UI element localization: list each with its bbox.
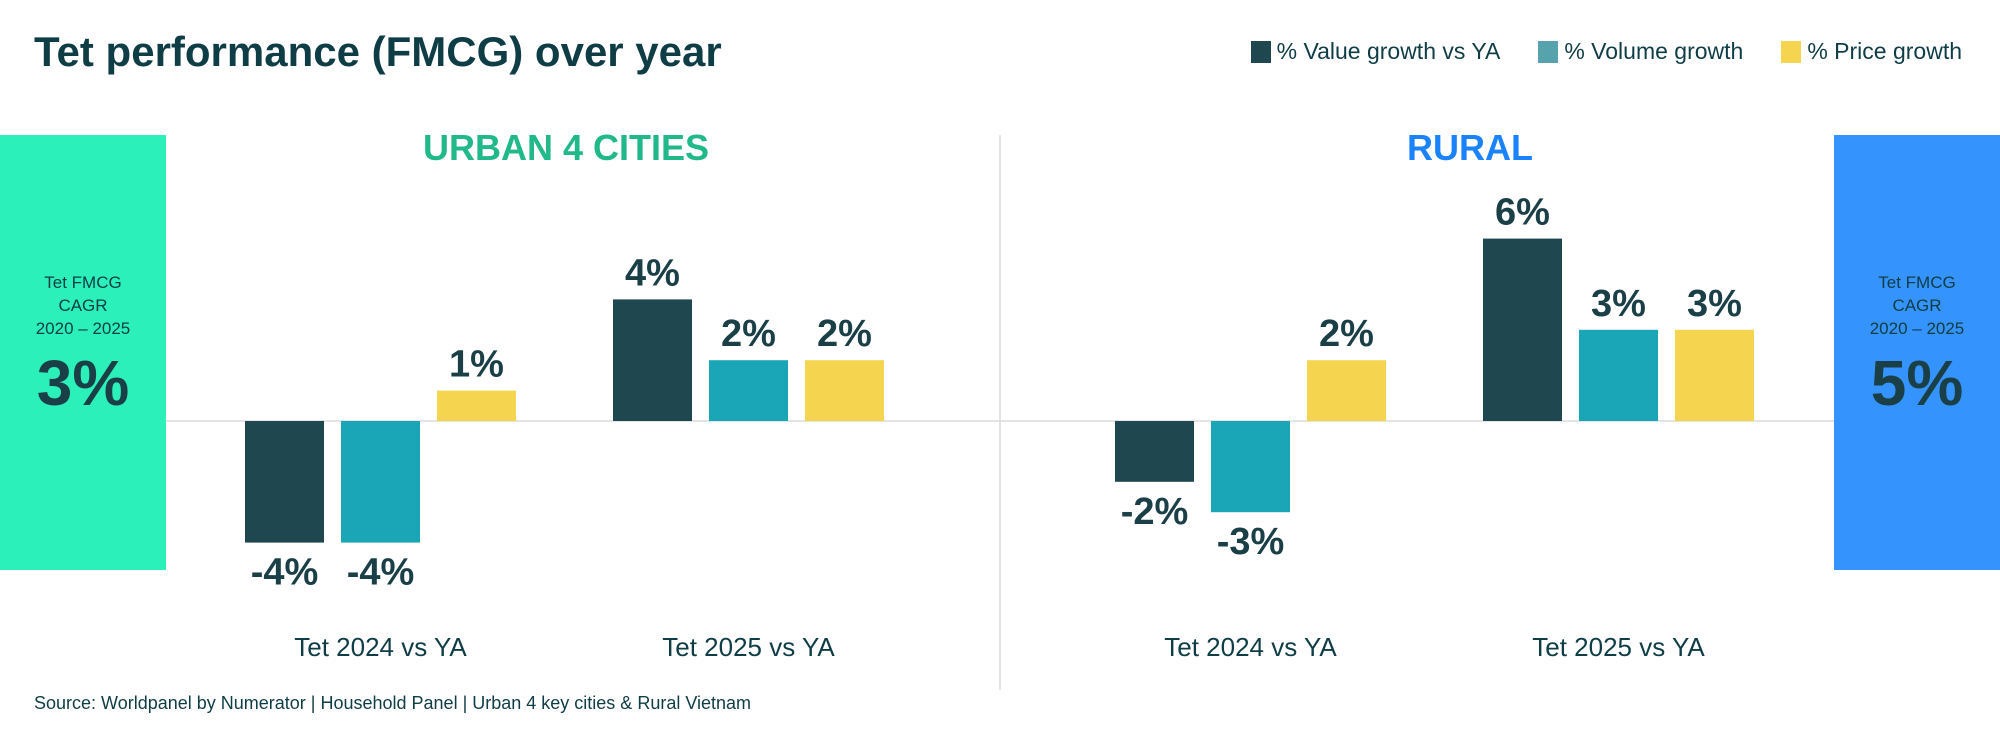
legend-label: % Value growth vs YA <box>1276 38 1501 64</box>
cagr-value: 5% <box>1871 347 1964 419</box>
data-label: 2% <box>721 313 776 355</box>
bar <box>1307 360 1386 421</box>
data-label: -3% <box>1217 521 1285 563</box>
page-title: Tet performance (FMCG) over year <box>34 28 722 75</box>
category-label: Tet 2025 vs YA <box>1532 632 1705 662</box>
cagr-panel <box>1834 135 2000 570</box>
category-label: Tet 2025 vs YA <box>662 632 835 662</box>
bar <box>709 360 788 421</box>
legend-label: % Volume growth <box>1564 38 1744 64</box>
data-label: 6% <box>1495 192 1550 234</box>
bar <box>1579 329 1658 421</box>
data-label: -4% <box>251 552 319 594</box>
data-label: 3% <box>1687 283 1742 325</box>
source-note: Source: Worldpanel by Numerator | Househ… <box>34 693 752 713</box>
cagr-caption: 2020 – 2025 <box>1870 319 1965 338</box>
cagr-caption: CAGR <box>1892 296 1941 315</box>
data-label: 2% <box>817 313 872 355</box>
bar <box>245 421 324 543</box>
bar <box>437 390 516 421</box>
data-label: -4% <box>347 552 415 594</box>
legend-swatch-value <box>1250 40 1271 63</box>
cagr-caption: Tet FMCG <box>44 273 121 292</box>
data-label: 2% <box>1319 313 1374 355</box>
category-label: Tet 2024 vs YA <box>1164 632 1337 662</box>
category-label: Tet 2024 vs YA <box>294 632 467 662</box>
data-label: 4% <box>625 252 680 294</box>
bar <box>805 360 884 421</box>
legend-item-volume: % Volume growth <box>1538 38 1743 65</box>
cagr-value: 3% <box>37 347 130 419</box>
legend-swatch-price <box>1781 40 1802 63</box>
cagr-caption: CAGR <box>58 296 107 315</box>
data-label: 1% <box>449 344 504 386</box>
cagr-caption: 2020 – 2025 <box>36 319 131 338</box>
legend-swatch-volume <box>1538 40 1559 63</box>
bar <box>613 299 692 421</box>
data-label: 3% <box>1591 283 1646 325</box>
data-label: -2% <box>1121 491 1189 533</box>
cagr-panel <box>0 135 166 570</box>
bar <box>1483 238 1562 421</box>
legend-item-price: % Price growth <box>1781 38 1962 65</box>
section-title: URBAN 4 CITIES <box>423 127 709 168</box>
bar <box>341 421 420 543</box>
bar <box>1211 421 1290 513</box>
bar <box>1675 329 1754 421</box>
legend-label: % Price growth <box>1807 38 1962 64</box>
cagr-caption: Tet FMCG <box>1878 273 1955 292</box>
bar <box>1115 421 1194 482</box>
section-title: RURAL <box>1407 127 1533 168</box>
legend-item-value: % Value growth vs YA <box>1250 38 1501 65</box>
legend: % Value growth vs YA % Volume growth % P… <box>1250 38 1962 65</box>
